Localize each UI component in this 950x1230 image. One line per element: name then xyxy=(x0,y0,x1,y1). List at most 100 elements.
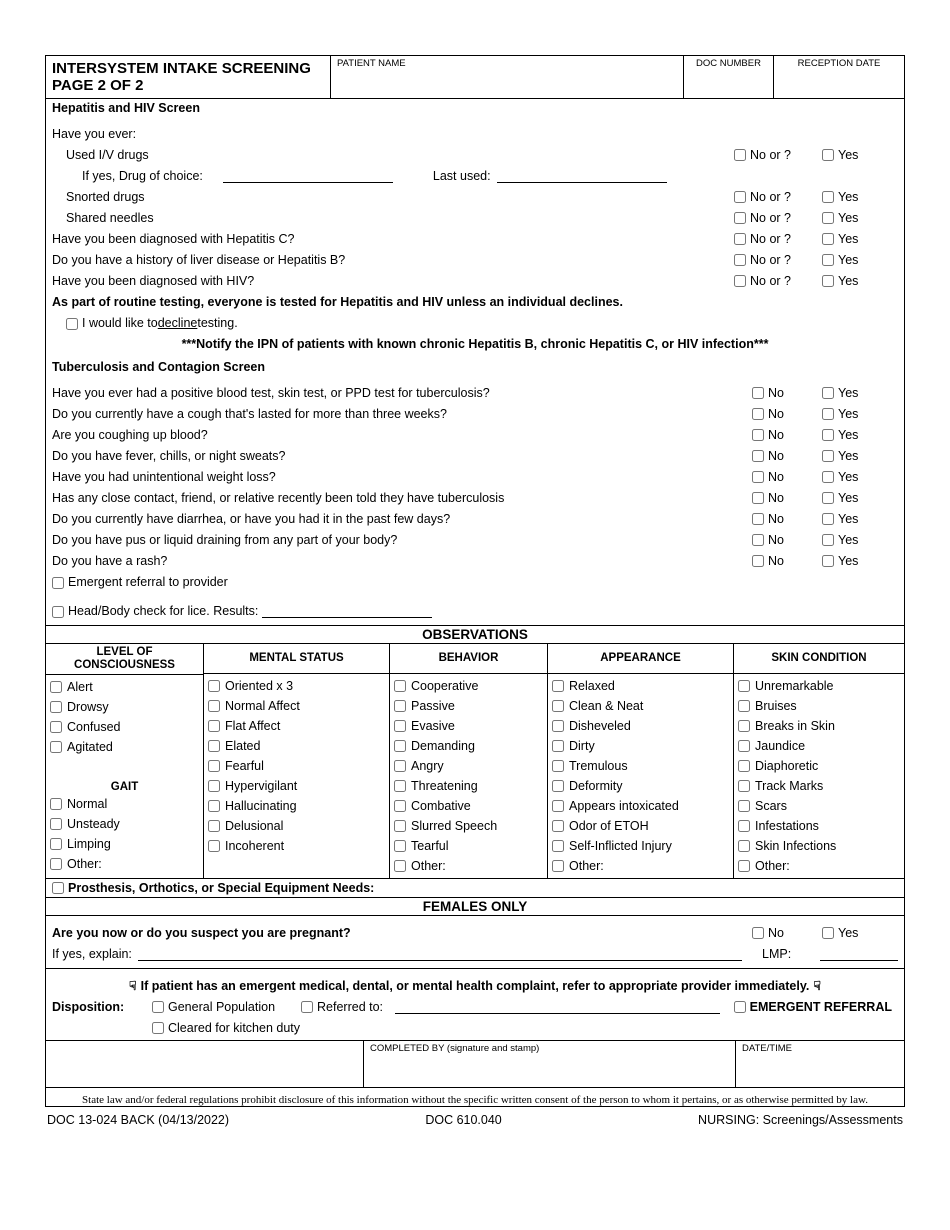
obs-checkbox[interactable] xyxy=(552,800,564,812)
tb-no-checkbox[interactable] xyxy=(752,408,764,420)
tb-yes-checkbox[interactable] xyxy=(822,492,834,504)
obs-checkbox[interactable] xyxy=(50,818,62,830)
referred-field[interactable] xyxy=(395,1013,720,1014)
obs-checkbox[interactable] xyxy=(50,681,62,693)
liver-no-checkbox[interactable] xyxy=(734,254,746,266)
obs-checkbox[interactable] xyxy=(552,700,564,712)
obs-checkbox[interactable] xyxy=(552,780,564,792)
tb-yes-checkbox[interactable] xyxy=(822,429,834,441)
emergent-referral-checkbox[interactable] xyxy=(52,577,64,589)
obs-checkbox[interactable] xyxy=(552,740,564,752)
tb-yes-checkbox[interactable] xyxy=(822,387,834,399)
preg-yes-checkbox[interactable] xyxy=(822,927,834,939)
tb-yes-checkbox[interactable] xyxy=(822,408,834,420)
obs-checkbox[interactable] xyxy=(394,740,406,752)
emergent-ref-checkbox[interactable] xyxy=(734,1001,746,1013)
obs-checkbox[interactable] xyxy=(394,700,406,712)
drug-choice-field[interactable] xyxy=(223,182,393,183)
preg-no-checkbox[interactable] xyxy=(752,927,764,939)
lmp-field[interactable] xyxy=(820,960,898,961)
lice-checkbox[interactable] xyxy=(52,606,64,618)
obs-checkbox[interactable] xyxy=(552,840,564,852)
obs-checkbox[interactable] xyxy=(208,740,220,752)
explain-field[interactable] xyxy=(138,960,742,961)
hepc-no-checkbox[interactable] xyxy=(734,233,746,245)
obs-checkbox[interactable] xyxy=(208,780,220,792)
tb-no-checkbox[interactable] xyxy=(752,534,764,546)
tb-yes-checkbox[interactable] xyxy=(822,471,834,483)
last-used-field[interactable] xyxy=(497,182,667,183)
decline-checkbox[interactable] xyxy=(66,318,78,330)
obs-checkbox[interactable] xyxy=(738,700,750,712)
signature-row: COMPLETED BY (signature and stamp) DATE/… xyxy=(46,1041,904,1088)
hepc-yes-checkbox[interactable] xyxy=(822,233,834,245)
hiv-yes-checkbox[interactable] xyxy=(822,275,834,287)
needles-no-checkbox[interactable] xyxy=(734,212,746,224)
obs-checkbox[interactable] xyxy=(50,798,62,810)
kitchen-checkbox[interactable] xyxy=(152,1022,164,1034)
obs-checkbox[interactable] xyxy=(552,720,564,732)
obs-checkbox[interactable] xyxy=(394,760,406,772)
tb-no-checkbox[interactable] xyxy=(752,555,764,567)
obs-checkbox[interactable] xyxy=(394,820,406,832)
obs-checkbox[interactable] xyxy=(552,760,564,772)
obs-checkbox[interactable] xyxy=(394,860,406,872)
obs-checkbox[interactable] xyxy=(738,760,750,772)
needles-yes-checkbox[interactable] xyxy=(822,212,834,224)
genpop-checkbox[interactable] xyxy=(152,1001,164,1013)
tb-yes-checkbox[interactable] xyxy=(822,555,834,567)
obs-checkbox[interactable] xyxy=(394,720,406,732)
obs-checkbox[interactable] xyxy=(738,860,750,872)
obs-checkbox[interactable] xyxy=(552,680,564,692)
hiv-no-checkbox[interactable] xyxy=(734,275,746,287)
tb-no-checkbox[interactable] xyxy=(752,513,764,525)
obs-checkbox[interactable] xyxy=(50,721,62,733)
obs-checkbox[interactable] xyxy=(208,800,220,812)
lice-results-field[interactable] xyxy=(262,617,432,618)
sig-blank xyxy=(46,1041,364,1087)
referred-checkbox[interactable] xyxy=(301,1001,313,1013)
decline-pre: I would like to xyxy=(82,316,158,330)
obs-checkbox[interactable] xyxy=(50,701,62,713)
obs-checkbox[interactable] xyxy=(394,780,406,792)
loc-heading: LEVEL OF CONSCIOUSNESS xyxy=(46,644,203,675)
tb-no-checkbox[interactable] xyxy=(752,387,764,399)
tb-no-checkbox[interactable] xyxy=(752,450,764,462)
iv-yes-checkbox[interactable] xyxy=(822,149,834,161)
iv-no-checkbox[interactable] xyxy=(734,149,746,161)
obs-checkbox[interactable] xyxy=(738,740,750,752)
obs-checkbox[interactable] xyxy=(394,680,406,692)
obs-checkbox[interactable] xyxy=(208,840,220,852)
obs-checkbox[interactable] xyxy=(552,820,564,832)
obs-checkbox[interactable] xyxy=(738,680,750,692)
tb-no-checkbox[interactable] xyxy=(752,492,764,504)
obs-checkbox[interactable] xyxy=(394,840,406,852)
snort-yes-checkbox[interactable] xyxy=(822,191,834,203)
tb-yes-checkbox[interactable] xyxy=(822,534,834,546)
obs-checkbox[interactable] xyxy=(50,741,62,753)
obs-item-label: Delusional xyxy=(225,819,283,833)
snort-no-checkbox[interactable] xyxy=(734,191,746,203)
obs-checkbox[interactable] xyxy=(552,860,564,872)
prosthesis-checkbox[interactable] xyxy=(52,882,64,894)
obs-checkbox[interactable] xyxy=(50,858,62,870)
obs-checkbox[interactable] xyxy=(208,700,220,712)
obs-checkbox[interactable] xyxy=(208,720,220,732)
tb-yes-checkbox[interactable] xyxy=(822,450,834,462)
tb-no-checkbox[interactable] xyxy=(752,429,764,441)
obs-checkbox[interactable] xyxy=(738,780,750,792)
obs-checkbox[interactable] xyxy=(394,800,406,812)
obs-checkbox[interactable] xyxy=(208,760,220,772)
obs-checkbox[interactable] xyxy=(738,820,750,832)
obs-checkbox[interactable] xyxy=(738,800,750,812)
obs-item-label: Unremarkable xyxy=(755,679,834,693)
obs-checkbox[interactable] xyxy=(208,820,220,832)
obs-checkbox[interactable] xyxy=(208,680,220,692)
obs-checkbox[interactable] xyxy=(738,720,750,732)
obs-checkbox[interactable] xyxy=(738,840,750,852)
tb-yes-checkbox[interactable] xyxy=(822,513,834,525)
obs-checkbox[interactable] xyxy=(50,838,62,850)
obs-item-label: Elated xyxy=(225,739,260,753)
tb-no-checkbox[interactable] xyxy=(752,471,764,483)
liver-yes-checkbox[interactable] xyxy=(822,254,834,266)
